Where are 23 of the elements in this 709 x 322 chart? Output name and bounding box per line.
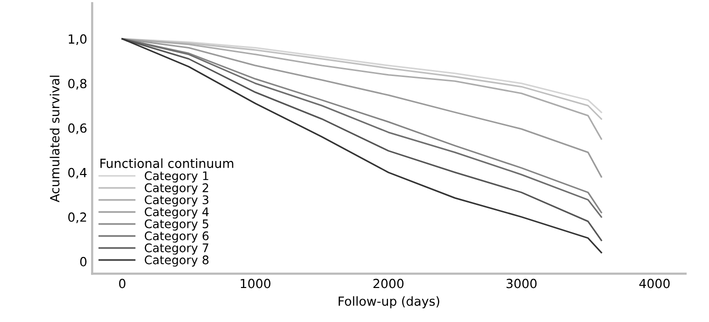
legend-title: Functional continuum — [100, 158, 234, 168]
line-series — [121, 38, 602, 140]
legend-label: Category 2 — [144, 183, 208, 195]
legend-label: Category 4 — [144, 207, 209, 219]
x-tick-label: 1000 — [240, 278, 270, 288]
legend-label: Category 5 — [144, 219, 208, 231]
x-tick-label: 0 — [119, 278, 126, 288]
x-axis-title: Follow-up (days) — [338, 296, 440, 308]
x-tick-label: 3000 — [506, 278, 537, 288]
legend-label: Category 3 — [144, 195, 208, 207]
legend-label: Category 8 — [144, 255, 208, 267]
x-tick-label: 2000 — [373, 278, 404, 288]
y-tick-label: 0,8 — [68, 78, 86, 90]
y-tick-label: 0,6 — [68, 123, 87, 134]
y-tick-label: 0 — [80, 256, 86, 266]
y-axis-title: Acumulated survival — [50, 76, 60, 202]
legend-label: Category 1 — [144, 171, 208, 183]
legend-label: Category 6 — [144, 231, 209, 243]
legend-label: Category 7 — [144, 243, 208, 255]
y-tick-label: 0,2 — [68, 212, 86, 224]
y-tick-label: 0,4 — [68, 168, 87, 179]
y-tick-label: 1,0 — [68, 34, 86, 46]
x-tick-label: 4000 — [639, 278, 670, 288]
